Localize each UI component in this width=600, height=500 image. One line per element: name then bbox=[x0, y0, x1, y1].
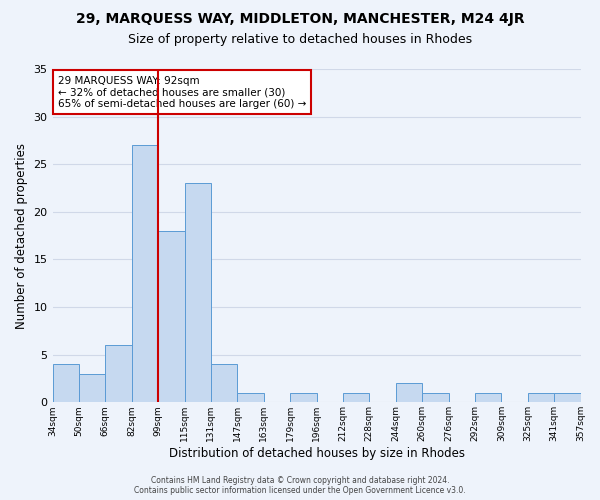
Bar bbox=[211, 364, 238, 403]
Bar bbox=[185, 184, 211, 402]
Text: Size of property relative to detached houses in Rhodes: Size of property relative to detached ho… bbox=[128, 32, 472, 46]
Text: 29 MARQUESS WAY: 92sqm
← 32% of detached houses are smaller (30)
65% of semi-det: 29 MARQUESS WAY: 92sqm ← 32% of detached… bbox=[58, 76, 306, 109]
Bar bbox=[158, 231, 185, 402]
Bar bbox=[238, 393, 264, 402]
Text: 29, MARQUESS WAY, MIDDLETON, MANCHESTER, M24 4JR: 29, MARQUESS WAY, MIDDLETON, MANCHESTER,… bbox=[76, 12, 524, 26]
Text: Contains HM Land Registry data © Crown copyright and database right 2024.
Contai: Contains HM Land Registry data © Crown c… bbox=[134, 476, 466, 495]
Bar bbox=[475, 393, 502, 402]
Bar bbox=[528, 393, 554, 402]
Bar bbox=[554, 393, 581, 402]
Bar bbox=[132, 145, 158, 403]
Bar bbox=[53, 364, 79, 403]
Y-axis label: Number of detached properties: Number of detached properties bbox=[15, 142, 28, 328]
Bar bbox=[422, 393, 449, 402]
Bar bbox=[106, 345, 132, 403]
X-axis label: Distribution of detached houses by size in Rhodes: Distribution of detached houses by size … bbox=[169, 447, 464, 460]
Bar bbox=[290, 393, 317, 402]
Bar bbox=[396, 383, 422, 402]
Bar bbox=[79, 374, 106, 402]
Bar bbox=[343, 393, 370, 402]
